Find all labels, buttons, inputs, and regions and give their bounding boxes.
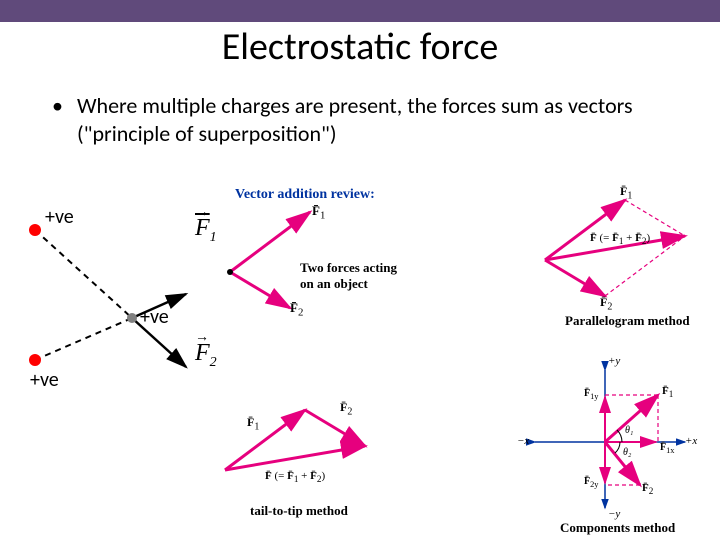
label-f1x: F̄1x xyxy=(660,442,674,455)
bullet-dot: • xyxy=(52,92,63,147)
label-f2-small: F̄2 xyxy=(290,300,303,319)
label-para-f2: F̄2 xyxy=(600,295,612,312)
label-minus-x: −x xyxy=(517,435,529,447)
label-plus-y: +y xyxy=(608,355,620,367)
label-pve-2: +ve xyxy=(140,305,169,329)
label-f1-small: F̄1 xyxy=(312,203,325,222)
label-pve-1: +ve xyxy=(45,205,74,229)
label-minus-y: −y xyxy=(608,508,620,520)
label-pve-3: +ve xyxy=(30,368,59,392)
diagram-area: +ve +ve +ve →F1 →F2 Vector addition revi… xyxy=(0,190,720,540)
label-comp-f2: F̄2 xyxy=(642,482,653,496)
slide-title: Electrostatic force xyxy=(0,24,720,70)
parallelogram-svg xyxy=(530,185,720,325)
label-parallelogram: Parallelogram method xyxy=(565,313,690,329)
label-two-forces-l1: Two forces acting xyxy=(300,260,397,276)
bullet-text: Where multiple charges are present, the … xyxy=(77,92,660,147)
label-tt-f2: F̄2 xyxy=(340,400,352,417)
tail-tip-svg xyxy=(205,390,405,520)
label-f1-vec: →F1 xyxy=(195,215,217,246)
label-comp-f1: F̄1 xyxy=(662,385,673,399)
label-f2-vec: →F2 xyxy=(195,340,217,371)
label-tt-fsum: F̄ (= F̄1 + F̄2) xyxy=(265,470,325,484)
label-theta1: θ₁ xyxy=(625,425,633,436)
label-plus-x: +x xyxy=(685,435,697,447)
bullet-block: • Where multiple charges are present, th… xyxy=(70,92,660,147)
label-para-fsum: F̄ (= F̄1 + F̄2) xyxy=(590,232,650,246)
label-para-f1: F̄1 xyxy=(620,184,632,201)
label-two-forces-l2: on an object xyxy=(300,276,368,292)
label-tt-f1: F̄1 xyxy=(247,415,259,432)
label-components: Components method xyxy=(560,520,675,536)
components-svg xyxy=(510,350,710,525)
top-bar xyxy=(0,0,720,22)
label-f2y: F̄2y xyxy=(584,476,598,489)
label-tail-tip: tail-to-tip method xyxy=(250,503,348,519)
label-theta2: θ₂ xyxy=(623,447,631,458)
label-f1y: F̄1y xyxy=(584,388,598,401)
